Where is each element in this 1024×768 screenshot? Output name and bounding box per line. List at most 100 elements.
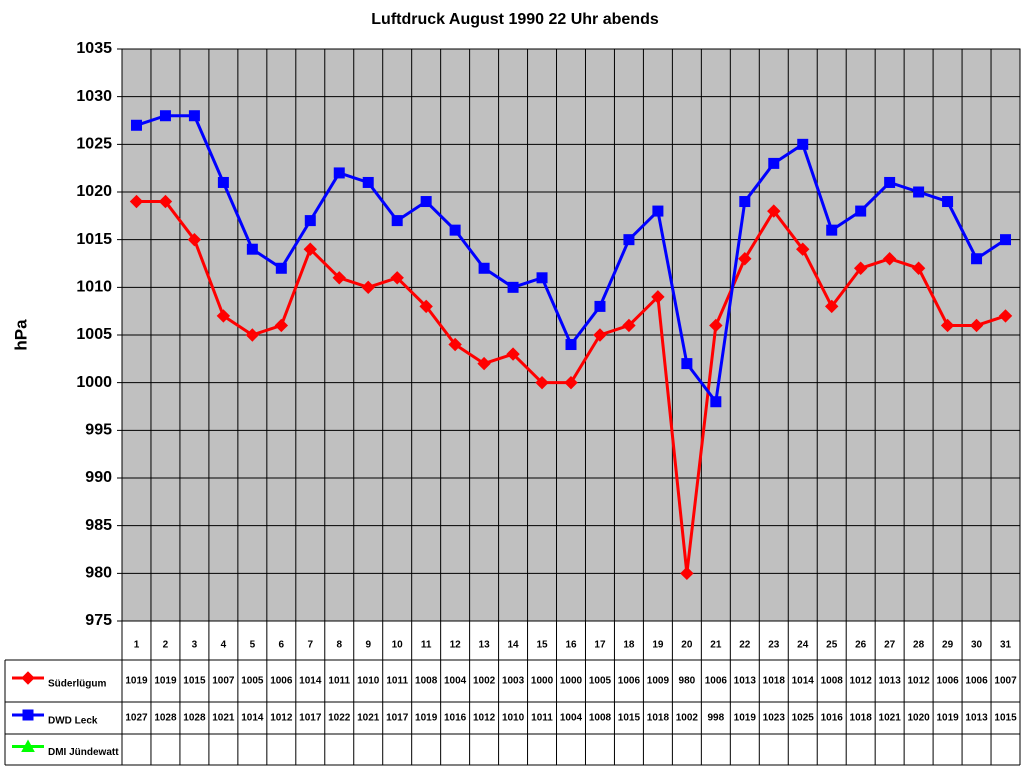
data-point [419, 299, 433, 314]
x-tick-label: 13 [479, 640, 491, 651]
x-tick-label: 1 [134, 640, 140, 651]
data-point [622, 318, 636, 333]
table-value: 1005 [589, 676, 612, 687]
table-value: 1006 [270, 676, 293, 687]
chart-title: Luftdruck August 1990 22 Uhr abends [371, 11, 659, 28]
x-tick-label: 10 [392, 640, 404, 651]
table-value: 1013 [965, 713, 988, 724]
data-point [478, 262, 490, 274]
table-value: 1014 [792, 676, 815, 687]
data-point [449, 224, 461, 236]
table-value: 1015 [183, 676, 206, 687]
table-value: 1017 [299, 713, 322, 724]
x-tick-label: 26 [855, 640, 867, 651]
y-tick-label: 975 [85, 612, 112, 629]
x-tick-label: 29 [942, 640, 954, 651]
data-point [825, 299, 839, 314]
table-value: 1019 [125, 676, 148, 687]
table-value: 1018 [850, 713, 873, 724]
table-value: 1014 [299, 676, 322, 687]
table-value: 1006 [965, 676, 988, 687]
x-tick-label: 12 [450, 640, 462, 651]
x-tick-label: 19 [652, 640, 664, 651]
table-value: 1013 [734, 676, 757, 687]
data-point [535, 375, 549, 390]
table-value: 1025 [792, 713, 815, 724]
data-point [594, 300, 606, 312]
y-tick-label: 1035 [76, 40, 112, 57]
data-point [245, 328, 260, 342]
x-tick-label: 14 [508, 640, 520, 651]
data-point [448, 337, 462, 352]
data-point [998, 309, 1013, 323]
table-value: 1010 [357, 676, 380, 687]
table-value: 1019 [415, 713, 438, 724]
table-value: 1014 [241, 713, 264, 724]
y-tick-label: 1015 [76, 231, 112, 248]
x-tick-label: 18 [623, 640, 635, 651]
x-tick-label: 5 [250, 640, 256, 651]
data-point [913, 186, 925, 198]
data-point [362, 176, 374, 188]
x-tick-label: 31 [1000, 640, 1012, 651]
table-value: 998 [707, 713, 724, 724]
x-tick-label: 22 [739, 640, 751, 651]
table-value: 1022 [328, 713, 351, 724]
data-point [739, 196, 751, 208]
table-value: 1007 [994, 676, 1017, 687]
data-point [652, 205, 664, 217]
data-point [593, 328, 607, 342]
legend-marker [22, 709, 34, 721]
table-value: 1012 [473, 713, 496, 724]
x-tick-label: 4 [221, 640, 227, 651]
data-point [304, 215, 316, 227]
x-tick-label: 7 [308, 640, 314, 651]
data-point [623, 234, 635, 246]
x-tick-label: 24 [797, 640, 809, 651]
y-tick-label: 1030 [76, 88, 112, 105]
x-tick-label: 30 [971, 640, 983, 651]
x-tick-label: 17 [594, 640, 606, 651]
y-tick-label: 980 [85, 565, 112, 582]
data-point [709, 318, 723, 333]
table-value: 1011 [531, 713, 553, 724]
data-point [768, 157, 780, 169]
data-point [971, 253, 983, 265]
table-value: 1021 [357, 713, 380, 724]
data-point [129, 194, 144, 209]
table-value: 1019 [154, 676, 177, 687]
data-point [332, 271, 346, 285]
x-tick-label: 16 [565, 640, 577, 651]
table-value: 1004 [560, 713, 583, 724]
table-value: 1015 [994, 713, 1017, 724]
data-point [884, 176, 896, 188]
table-value: 1006 [618, 676, 641, 687]
table-value: 1012 [270, 713, 293, 724]
table-value: 1007 [212, 676, 235, 687]
table-value: 1019 [936, 713, 959, 724]
table-value: 1020 [907, 713, 930, 724]
y-tick-label: 1010 [76, 279, 112, 296]
data-point [826, 224, 838, 236]
data-point [420, 196, 432, 208]
data-point [361, 280, 375, 295]
table-value: 1013 [879, 676, 902, 687]
table-value: 1028 [154, 713, 177, 724]
data-point [188, 110, 200, 122]
table-value: 1011 [386, 676, 408, 687]
table-value: 1018 [647, 713, 670, 724]
data-point [911, 261, 926, 275]
table-value: 1005 [241, 676, 264, 687]
y-tick-label: 1000 [76, 374, 112, 391]
x-tick-label: 8 [336, 640, 342, 651]
table-value: 1021 [212, 713, 235, 724]
data-point [506, 347, 520, 361]
data-point [391, 215, 403, 227]
legend-marker [21, 671, 35, 685]
data-point [507, 281, 519, 293]
table-value: 980 [679, 676, 696, 687]
data-point [275, 262, 287, 274]
data-point [940, 318, 955, 333]
x-tick-label: 21 [710, 640, 722, 651]
